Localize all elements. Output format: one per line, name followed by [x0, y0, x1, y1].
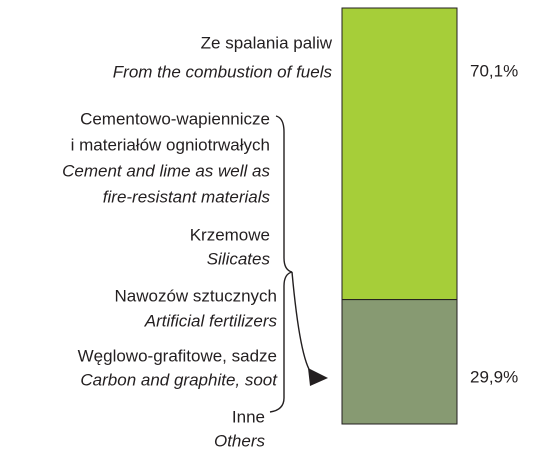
brace — [269, 115, 293, 413]
label-en: Carbon and graphite, soot — [80, 370, 278, 389]
label-pl: Krzemowe — [190, 225, 270, 244]
label-en: Artificial fertilizers — [144, 311, 278, 330]
bar-segment — [341, 299, 458, 425]
label-pl: Nawozów sztucznych — [114, 286, 277, 305]
label-en: fire-resistant materials — [103, 187, 271, 206]
value-label: 29,9% — [470, 367, 518, 386]
label-pl: Węglowo-grafitowe, sadze — [78, 346, 277, 365]
arrow — [291, 271, 313, 375]
arrow-head — [308, 368, 328, 386]
label-pl: Cementowo-wapiennicze — [80, 109, 270, 128]
label-en: Others — [214, 431, 266, 450]
label-pl: Ze spalania paliw — [201, 33, 333, 52]
label-pl: i materiałów ogniotrwałych — [71, 135, 270, 154]
bar-segment — [341, 7, 458, 301]
value-label: 70,1% — [470, 61, 518, 80]
label-en: Silicates — [207, 249, 271, 268]
label-en: Cement and lime as well as — [62, 161, 270, 180]
label-en: From the combustion of fuels — [113, 62, 333, 81]
label-pl: Inne — [232, 407, 265, 426]
